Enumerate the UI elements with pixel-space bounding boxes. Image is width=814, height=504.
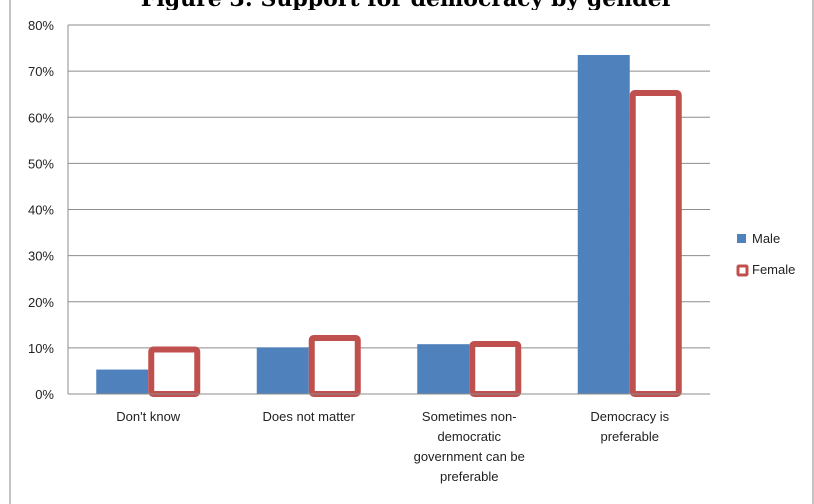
x-category-label: Does not matter [263, 409, 356, 424]
bar-male [96, 369, 149, 394]
bar-female [148, 346, 201, 397]
x-category-label: Don't know [116, 409, 181, 424]
x-category-label: preferable [440, 469, 499, 484]
legend-swatch-male [737, 234, 746, 243]
chart-title: Figure 3: Support for democracy by gende… [0, 0, 814, 10]
bar-male [417, 344, 470, 394]
bar-female [629, 90, 682, 397]
y-tick-label: 50% [28, 156, 54, 171]
x-category-label: democratic [437, 429, 501, 444]
bar-female [308, 334, 361, 397]
x-category-label: Sometimes non- [422, 409, 517, 424]
y-tick-label: 60% [28, 110, 54, 125]
legend-label-male: Male [752, 231, 780, 246]
bar-male [256, 347, 309, 394]
legend-swatch-female [736, 264, 749, 277]
legend-label-female: Female [752, 262, 795, 277]
x-category-label: preferable [600, 429, 659, 444]
bar-male [577, 54, 630, 394]
y-tick-label: 30% [28, 249, 54, 264]
y-tick-label: 0% [35, 387, 54, 402]
y-tick-label: 80% [28, 18, 54, 33]
y-tick-label: 40% [28, 203, 54, 218]
x-category-label: Democracy is [590, 409, 669, 424]
y-tick-label: 20% [28, 295, 54, 310]
y-tick-label: 10% [28, 341, 54, 356]
y-tick-label: 70% [28, 64, 54, 79]
bar-female [469, 340, 522, 397]
x-category-label: government can be [414, 449, 525, 464]
